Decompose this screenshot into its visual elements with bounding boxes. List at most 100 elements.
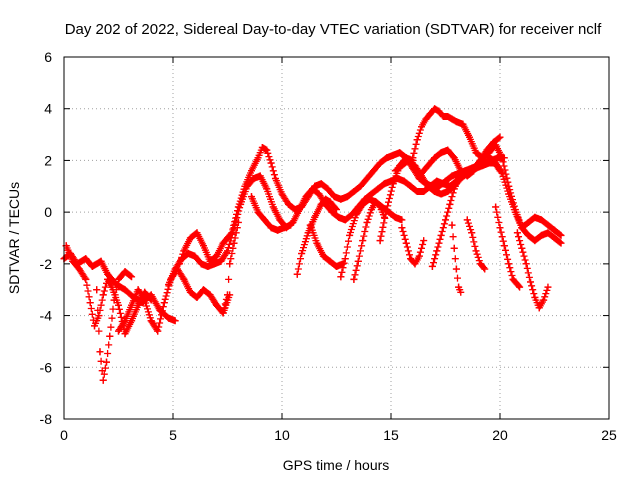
data-point xyxy=(363,175,371,183)
data-point xyxy=(317,180,325,188)
data-point xyxy=(88,262,96,270)
axis-ticks xyxy=(63,56,610,420)
data-point xyxy=(518,224,526,232)
data-point xyxy=(500,242,508,250)
data-point xyxy=(213,252,221,260)
data-point xyxy=(193,293,201,301)
data-point xyxy=(330,193,338,201)
data-point xyxy=(256,172,264,180)
data-point xyxy=(448,172,456,180)
data-point xyxy=(115,275,122,283)
plot-frame xyxy=(63,56,610,420)
data-point xyxy=(400,177,408,185)
data-point xyxy=(91,322,99,330)
data-point xyxy=(435,107,443,115)
series-track-18 xyxy=(463,216,489,273)
data-point xyxy=(402,154,410,162)
data-point xyxy=(269,203,277,211)
data-point xyxy=(337,195,345,203)
data-point xyxy=(544,221,552,229)
data-point xyxy=(424,162,432,170)
data-point xyxy=(298,203,306,211)
data-point xyxy=(97,257,105,265)
series-markers xyxy=(448,221,464,294)
data-point xyxy=(398,224,406,232)
data-point xyxy=(372,198,380,206)
data-point xyxy=(470,164,478,172)
x-tick-label: 0 xyxy=(60,427,68,443)
data-point xyxy=(383,206,391,214)
data-point xyxy=(389,180,397,188)
data-point xyxy=(407,255,415,263)
data-point xyxy=(422,115,430,123)
data-point xyxy=(230,239,238,247)
data-points xyxy=(60,105,565,384)
data-point xyxy=(337,273,345,281)
data-point xyxy=(147,296,155,304)
data-point xyxy=(431,154,439,162)
data-point xyxy=(319,252,327,260)
data-point xyxy=(413,187,421,195)
y-axis-label: SDTVAR / TECUs xyxy=(6,182,22,294)
data-point xyxy=(313,239,321,247)
data-point xyxy=(333,262,340,270)
data-point xyxy=(402,239,410,247)
data-point xyxy=(356,182,364,190)
data-point xyxy=(191,252,199,260)
data-point xyxy=(324,185,332,193)
x-tick-label: 25 xyxy=(601,427,617,443)
data-point xyxy=(551,234,558,242)
chart-title: Day 202 of 2022, Sidereal Day-to-day VTE… xyxy=(65,21,602,38)
data-point xyxy=(489,138,497,146)
data-point xyxy=(234,218,242,226)
data-point xyxy=(224,247,231,255)
data-point xyxy=(527,278,535,286)
data-point xyxy=(350,187,358,195)
data-point xyxy=(415,252,423,260)
series-track-22 xyxy=(219,218,242,317)
data-point xyxy=(537,216,545,224)
y-tick-label: -4 xyxy=(40,308,53,324)
data-point xyxy=(544,283,552,291)
data-point xyxy=(374,185,382,193)
data-point xyxy=(468,229,476,237)
data-point xyxy=(241,182,249,190)
data-point xyxy=(376,203,384,211)
data-point xyxy=(531,237,539,245)
data-point xyxy=(304,193,312,201)
data-point xyxy=(396,162,404,170)
data-point xyxy=(328,208,336,216)
data-point xyxy=(193,229,201,237)
data-point xyxy=(106,332,114,340)
data-point xyxy=(276,216,284,224)
series-track-7 xyxy=(409,105,565,239)
data-point xyxy=(535,304,543,312)
data-point xyxy=(437,149,445,157)
data-point xyxy=(250,175,258,183)
data-point xyxy=(311,213,319,221)
data-point xyxy=(354,257,362,265)
data-point xyxy=(110,296,118,304)
data-point xyxy=(531,293,539,301)
data-point xyxy=(128,301,136,309)
data-point xyxy=(121,317,129,325)
data-point xyxy=(496,167,504,175)
data-point xyxy=(247,193,255,201)
series-track-17 xyxy=(448,221,465,296)
data-point xyxy=(518,244,526,252)
series-track-21 xyxy=(247,193,295,234)
data-point xyxy=(350,275,358,283)
y-tick-label: 2 xyxy=(44,152,52,168)
data-point xyxy=(420,237,428,245)
series-track-14 xyxy=(376,154,417,245)
data-point xyxy=(206,291,214,299)
data-point xyxy=(82,275,90,283)
data-point xyxy=(128,317,136,325)
data-point xyxy=(383,154,391,162)
data-point xyxy=(346,231,354,239)
data-point xyxy=(86,299,94,307)
data-point xyxy=(180,275,188,283)
series-track-11 xyxy=(306,221,347,270)
data-point xyxy=(311,182,319,190)
data-point xyxy=(450,185,458,193)
